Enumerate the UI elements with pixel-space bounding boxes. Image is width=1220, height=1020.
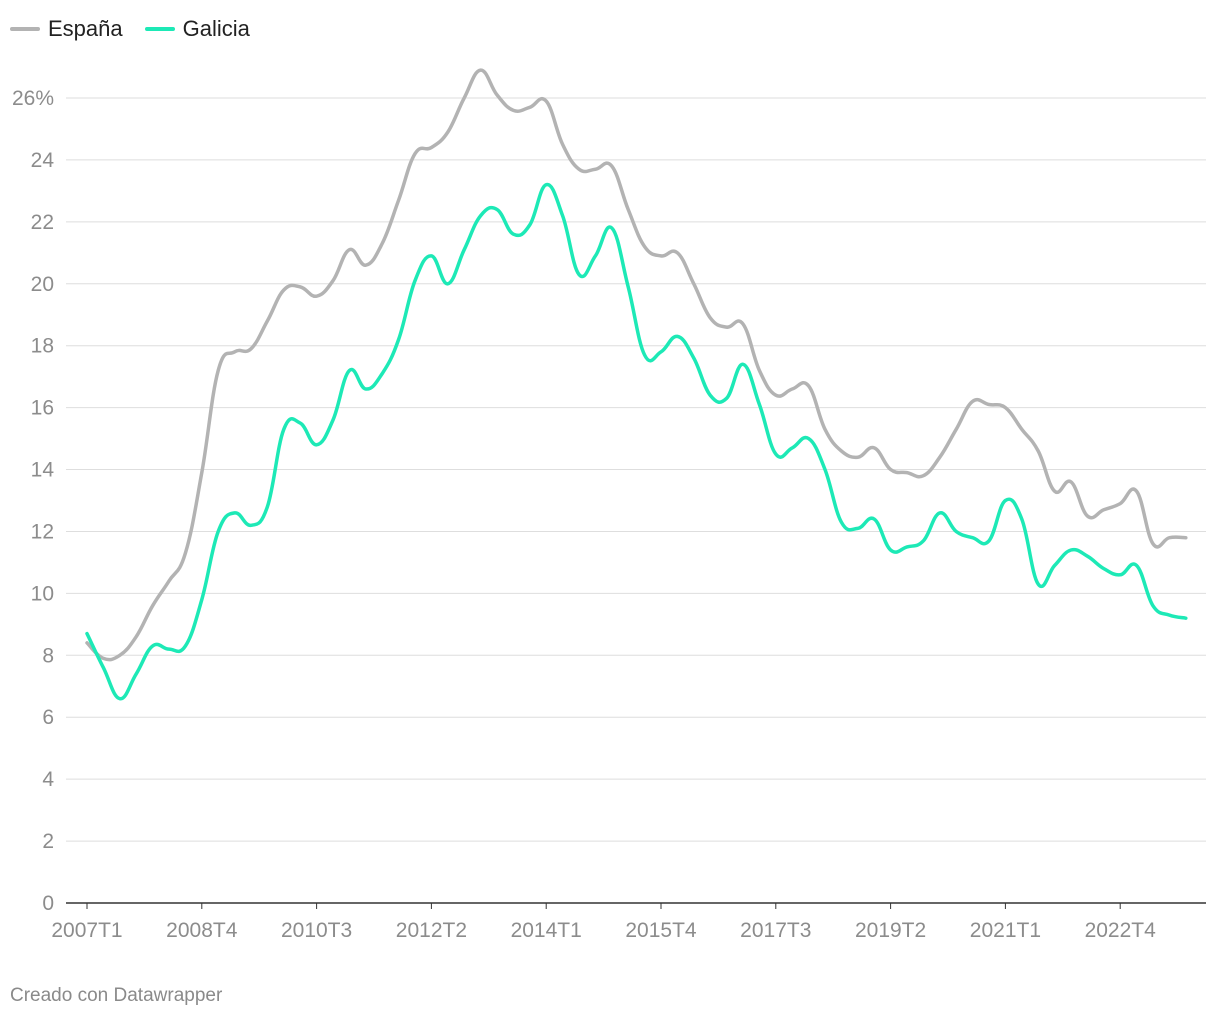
y-tick-label-6: 6 xyxy=(42,706,54,729)
legend-item-espana: España xyxy=(10,16,123,42)
x-tick-label-2022T4: 2022T4 xyxy=(1085,919,1157,942)
legend-swatch-espana xyxy=(10,27,40,31)
x-tick-label-2015T4: 2015T4 xyxy=(625,919,697,942)
y-tick-label-24: 24 xyxy=(31,149,55,172)
x-tick-label-2021T1: 2021T1 xyxy=(970,919,1041,942)
x-tick-label-2019T2: 2019T2 xyxy=(855,919,926,942)
x-tick-label-2007T1: 2007T1 xyxy=(51,919,122,942)
x-tick-label-2012T2: 2012T2 xyxy=(396,919,467,942)
series-line-espana xyxy=(85,68,1188,662)
legend-label-espana: España xyxy=(48,16,123,41)
x-tick-label-2014T1: 2014T1 xyxy=(511,919,582,942)
y-tick-label-14: 14 xyxy=(31,459,55,482)
legend-item-galicia: Galicia xyxy=(144,16,250,42)
y-tick-label-26: 26% xyxy=(12,87,54,110)
x-tick-label-2017T3: 2017T3 xyxy=(740,919,811,942)
y-tick-label-2: 2 xyxy=(42,830,54,853)
y-tick-label-0: 0 xyxy=(42,892,54,915)
legend: España Galicia xyxy=(10,16,250,42)
y-tick-label-10: 10 xyxy=(31,582,54,605)
y-tick-label-18: 18 xyxy=(31,335,54,358)
y-tick-label-4: 4 xyxy=(42,768,54,791)
y-tick-label-22: 22 xyxy=(31,211,54,234)
legend-swatch-galicia xyxy=(144,27,175,31)
y-tick-label-8: 8 xyxy=(42,644,54,667)
legend-label-galicia: Galicia xyxy=(182,16,250,41)
x-tick-label-2008T4: 2008T4 xyxy=(166,919,238,942)
footer-credit: Creado con Datawrapper xyxy=(10,985,223,1006)
series-line-galicia xyxy=(85,182,1188,701)
x-tick-label-2010T3: 2010T3 xyxy=(281,919,352,942)
y-tick-label-12: 12 xyxy=(31,520,54,543)
y-tick-label-16: 16 xyxy=(31,397,54,420)
y-tick-label-20: 20 xyxy=(31,273,54,296)
